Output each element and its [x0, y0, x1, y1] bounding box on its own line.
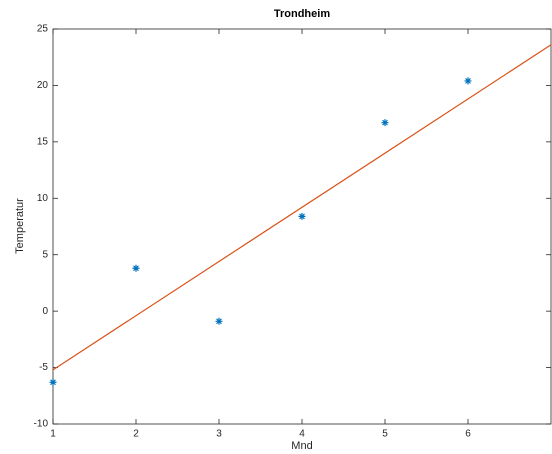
data-point: [215, 317, 223, 325]
y-tick-label: -5: [39, 362, 48, 373]
data-point: [49, 378, 57, 386]
data-point: [381, 119, 389, 127]
plot-area: [52, 28, 552, 425]
x-tick-label: 4: [299, 429, 305, 440]
x-tick-label: 2: [133, 429, 139, 440]
y-tick-label: 15: [37, 136, 49, 147]
data-point: [464, 77, 472, 85]
y-tick-label: 0: [42, 306, 48, 317]
fit-line: [52, 44, 552, 371]
y-tick-label: 20: [37, 80, 49, 91]
data-point: [132, 264, 140, 272]
y-tick-label: 10: [37, 193, 49, 204]
y-tick-label: -10: [34, 419, 49, 430]
x-tick-label: 6: [465, 429, 471, 440]
chart-title: Trondheim: [274, 8, 330, 20]
x-axis-label: Mnd: [291, 440, 312, 452]
x-tick-label: 3: [216, 429, 222, 440]
y-axis-label: Temperatur: [14, 198, 26, 254]
x-tick-label: 5: [382, 429, 388, 440]
y-tick-label: 5: [42, 249, 48, 260]
y-tick-label: 25: [37, 24, 49, 35]
x-tick-label: 1: [50, 429, 56, 440]
data-point: [298, 212, 306, 220]
